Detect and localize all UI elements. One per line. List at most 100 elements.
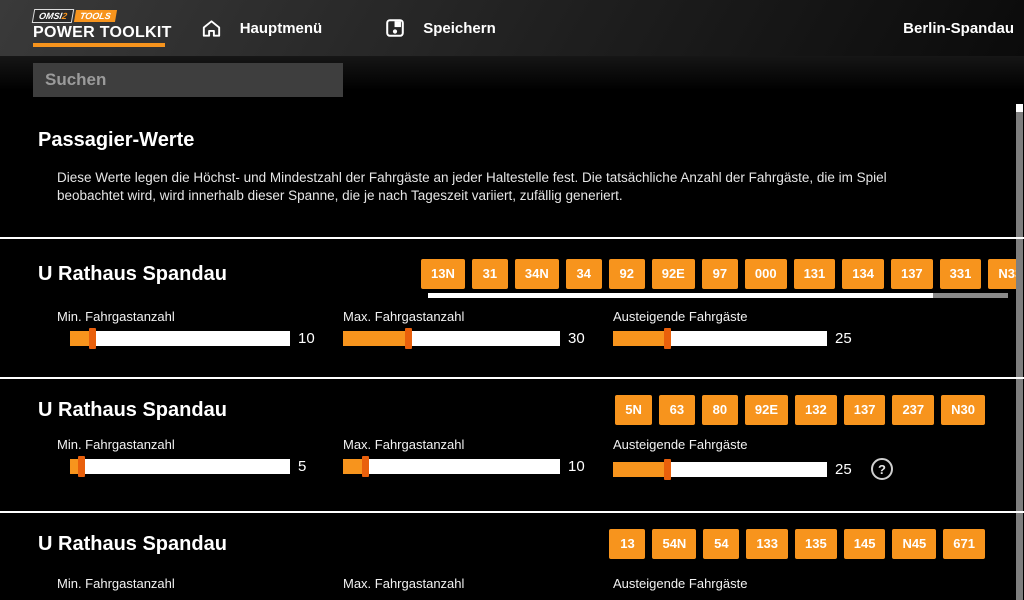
stop-section: U Rathaus Spandau 13N 31 34N 34 92 92E 97 000 13… <box>0 239 1024 377</box>
slider-label: Austeigende Fahrgäste <box>613 437 748 452</box>
route-badge[interactable]: 54 <box>703 529 740 559</box>
slider-group: Min. Fahrgastanzahl 5 <box>57 437 343 480</box>
route-badge[interactable]: 135 <box>795 529 837 559</box>
nav-hauptmenu[interactable]: Hauptmenü <box>200 17 323 40</box>
slider-line: 30 <box>343 328 613 349</box>
slider-track[interactable] <box>343 456 560 477</box>
slider-label: Min. Fahrgastanzahl <box>57 309 175 324</box>
slider-label: Austeigende Fahrgäste <box>613 309 748 324</box>
vertical-scrollbar-thumb[interactable] <box>1016 104 1023 112</box>
slider-label: Austeigende Fahrgäste <box>613 576 748 591</box>
slider-line: 25 ? <box>613 458 893 480</box>
slider-line: 10 <box>57 328 343 349</box>
route-badge[interactable]: 133 <box>746 529 789 559</box>
slider-value: 25 <box>835 330 852 347</box>
help-icon[interactable]: ? <box>871 458 893 480</box>
route-badge[interactable]: 5N <box>615 395 652 425</box>
route-badge[interactable]: 000 <box>744 259 787 289</box>
route-badge[interactable]: 13 <box>609 529 646 559</box>
route-badge[interactable]: 137 <box>890 259 933 289</box>
slider-group: Austeigende Fahrgäste <box>613 576 857 600</box>
stop-header: U Rathaus Spandau 13N 31 34N 34 92 92E 97 000 13… <box>38 259 1016 289</box>
active-map-name: Berlin-Spandau <box>903 19 1014 37</box>
route-badge[interactable]: 331 <box>939 259 982 289</box>
slider-group: Max. Fahrgastanzahl 30 <box>343 309 613 349</box>
route-badge[interactable]: N33 <box>988 259 1016 289</box>
route-badge[interactable]: 80 <box>701 395 738 425</box>
route-badge[interactable]: 13N <box>421 259 465 289</box>
section-divider <box>0 511 1024 513</box>
route-badge[interactable]: 92E <box>744 395 789 425</box>
slider-thumb[interactable] <box>663 458 671 480</box>
slider-track[interactable] <box>70 456 290 477</box>
slider-thumb[interactable] <box>89 328 96 349</box>
intro-section: Passagier-Werte Diese Werte legen die Hö… <box>0 105 1024 237</box>
save-icon <box>384 17 406 39</box>
slider-thumb[interactable] <box>663 328 671 349</box>
slider-group: Max. Fahrgastanzahl <box>343 576 613 600</box>
route-badges: 5N 63 80 92E 132 137 237 N30 <box>615 395 985 425</box>
slider-group: Min. Fahrgastanzahl 10 <box>57 309 343 349</box>
route-badge[interactable]: 31 <box>471 259 508 289</box>
routes-scrollbar-thumb[interactable] <box>428 293 933 298</box>
route-badge[interactable]: 134 <box>842 259 884 289</box>
route-badge[interactable]: 54N <box>652 529 697 559</box>
tools-badge: TOOLS <box>73 10 117 22</box>
route-badge[interactable]: N30 <box>941 395 985 425</box>
slider-thumb[interactable] <box>78 456 85 477</box>
slider-row: Min. Fahrgastanzahl 10 Max. Fahrgastanza… <box>38 309 986 349</box>
slider-thumb[interactable] <box>405 328 413 349</box>
section-divider <box>0 377 1024 379</box>
route-badge[interactable]: 137 <box>843 395 886 425</box>
header-bar: OMSI2 TOOLS POWER TOOLKIT Hauptmenü <box>0 0 1024 56</box>
slider-fill <box>343 331 409 346</box>
omsi2-badge: OMSI2 <box>31 9 75 23</box>
stop-title: U Rathaus Spandau <box>38 262 227 285</box>
slider-fill <box>70 459 81 474</box>
route-badge[interactable]: 97 <box>701 259 738 289</box>
slider-fill <box>343 459 365 474</box>
slider-fill <box>613 461 667 477</box>
slider-value: 25 <box>835 460 852 478</box>
route-badge[interactable]: 145 <box>843 529 886 559</box>
route-badge[interactable]: 92 <box>608 259 645 289</box>
route-badge[interactable]: 132 <box>795 395 837 425</box>
slider-fill <box>613 331 667 346</box>
stop-section: U Rathaus Spandau 13 54N 54 133 135 145 N45 671… <box>0 513 1024 600</box>
slider-value: 10 <box>568 458 585 475</box>
page-title: Passagier-Werte <box>38 129 195 151</box>
route-badge[interactable]: 131 <box>793 259 836 289</box>
slider-label: Min. Fahrgastanzahl <box>57 576 175 591</box>
slider-group: Austeigende Fahrgäste 25 ? <box>613 437 893 480</box>
route-badge[interactable]: 34 <box>565 259 602 289</box>
page-description: Diese Werte legen die Höchst- und Mindes… <box>57 170 887 203</box>
route-badge[interactable]: N45 <box>892 529 937 559</box>
app-logo[interactable]: OMSI2 TOOLS POWER TOOLKIT <box>31 9 172 47</box>
stop-section: U Rathaus Spandau 5N 63 80 92E 132 137 237 N30 … <box>0 379 1024 511</box>
slider-row: Min. Fahrgastanzahl 5 Max. Fahrgastanzah… <box>38 437 986 480</box>
routes-scrollbar[interactable] <box>428 293 1008 298</box>
slider-track[interactable] <box>613 328 827 349</box>
vertical-scrollbar[interactable] <box>1016 104 1023 600</box>
slider-thumb[interactable] <box>361 456 369 477</box>
search-input[interactable] <box>33 63 343 97</box>
home-icon <box>200 17 223 40</box>
nav-speichern[interactable]: Speichern <box>384 17 496 39</box>
slider-track[interactable] <box>343 328 560 349</box>
route-badge[interactable]: 92E <box>651 259 695 289</box>
slider-fill <box>70 331 92 346</box>
slider-label: Max. Fahrgastanzahl <box>343 437 465 452</box>
route-badges: 13 54N 54 133 135 145 N45 671 <box>609 529 985 559</box>
slider-track[interactable] <box>70 328 290 349</box>
route-badge[interactable]: 671 <box>943 529 985 559</box>
slider-value: 5 <box>298 458 307 475</box>
nav-speichern-label: Speichern <box>423 19 496 37</box>
route-badge[interactable]: 237 <box>892 395 935 425</box>
logo-badge: OMSI2 TOOLS <box>31 9 172 23</box>
route-badge[interactable]: 34N <box>514 259 559 289</box>
route-badge[interactable]: 63 <box>658 395 695 425</box>
slider-track[interactable] <box>613 458 827 480</box>
nav-hauptmenu-label: Hauptmenü <box>239 19 323 37</box>
slider-line: 5 <box>57 456 343 477</box>
